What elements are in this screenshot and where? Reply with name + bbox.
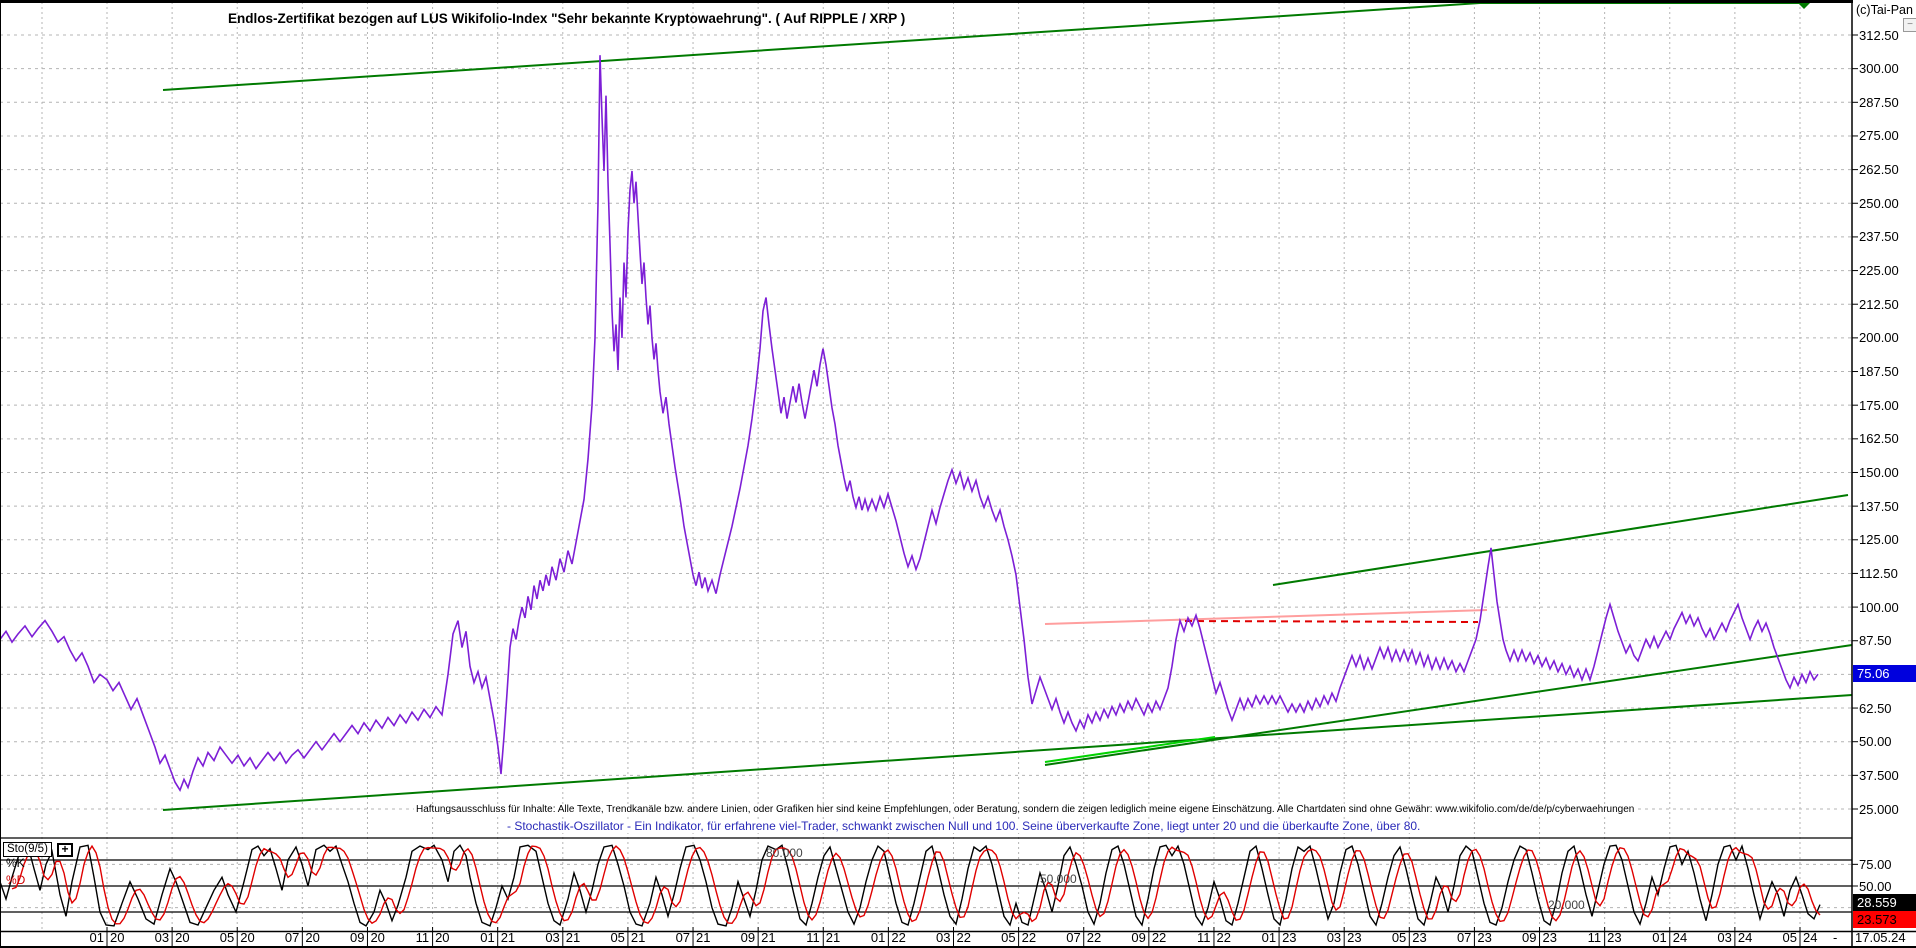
price-axis-label: 112.50	[1859, 565, 1898, 581]
percent-d-value: 23.573	[1857, 912, 1897, 927]
percent-k-value-badge: 28.559	[1853, 894, 1916, 911]
sto-zone-label-20: 20.000	[1548, 898, 1585, 912]
date-axis-label: 11 20	[415, 930, 450, 945]
date-axis-label: 09 21	[740, 930, 776, 945]
salmon-resistance	[1044, 609, 1488, 625]
percent-d-label: %D	[6, 873, 26, 887]
disclaimer-text: Haftungsausschluss für Inhalte: Alle Tex…	[414, 804, 1637, 815]
price-axis-label: 162.50	[1859, 431, 1899, 447]
percent-d-value-badge: 23.573	[1853, 911, 1916, 928]
date-axis-label: 11 23	[1587, 930, 1622, 945]
price-line	[0, 55, 1819, 793]
upper-channel-line	[162, 2, 1481, 91]
price-axis-label: 300.00	[1859, 61, 1899, 77]
date-axis-label: 05 22	[1001, 930, 1037, 945]
price-axis-label: 50.00	[1859, 734, 1892, 750]
date-axis-label: 07 22	[1066, 930, 1102, 945]
date-axis-label: 03 24	[1717, 930, 1753, 945]
date-axis-label: 11 21	[806, 930, 841, 945]
price-axis-label: 275.00	[1859, 128, 1899, 144]
price-axis-label: 312.50	[1859, 27, 1899, 43]
price-axis-label: 212.50	[1859, 296, 1899, 312]
date-axis-label: 05 24	[1782, 930, 1818, 945]
date-axis-label: 01 22	[870, 930, 906, 945]
date-axis-label: 05 20	[219, 930, 255, 945]
date-axis-label: 03 20	[154, 930, 190, 945]
date-axis-label: 09 22	[1131, 930, 1167, 945]
price-axis-label: 62.50	[1859, 700, 1892, 716]
date-axis-label: 01 21	[480, 930, 516, 945]
sto-zone-label-50: 50.000	[1040, 872, 1077, 886]
last-date-label: 17.05.24	[1855, 930, 1906, 945]
percent-k-label: %K	[6, 856, 25, 870]
copyright-label: (c)Tai-Pan	[1856, 3, 1913, 17]
stochastic-indicator-button[interactable]: Sto(9/5)	[3, 842, 52, 857]
price-axis-label: 250.00	[1859, 195, 1899, 211]
date-axis-label: 01 24	[1652, 930, 1688, 945]
date-axis-label: 03 23	[1326, 930, 1362, 945]
price-axis-label: 225.00	[1859, 263, 1899, 279]
date-axis-label: 09 20	[349, 930, 385, 945]
date-axis-label: 05 23	[1391, 930, 1427, 945]
price-axis-label: 237.50	[1859, 229, 1899, 245]
date-axis-separator: -	[1833, 930, 1838, 945]
price-axis-label: 25.000	[1859, 801, 1899, 817]
stochastic-d-line	[11, 844, 1821, 925]
sto-zone-label-80: 80.000	[766, 846, 803, 860]
minimize-icon[interactable]: −	[1903, 18, 1916, 32]
date-axis-label: 03 21	[545, 930, 581, 945]
price-axis-label: 262.50	[1859, 162, 1899, 178]
stochastic-description-text: - Stochastik-Oszillator - Ein Indikator,…	[505, 819, 1423, 833]
date-axis-label: 07 20	[284, 930, 320, 945]
date-axis-label: 07 23	[1456, 930, 1492, 945]
price-axis-label: 125.00	[1859, 532, 1899, 548]
price-axis-label: 175.00	[1859, 397, 1899, 413]
sto-axis-label: 50.00	[1859, 878, 1892, 894]
percent-k-value: 28.559	[1857, 895, 1897, 910]
price-axis-label: 137.50	[1859, 498, 1899, 514]
price-axis-label: 87.50	[1859, 633, 1892, 649]
price-axis-label: 187.50	[1859, 364, 1899, 380]
current-price-value: 75.06	[1857, 666, 1890, 682]
date-axis-label: 11 22	[1196, 930, 1231, 945]
price-axis-label: 37.500	[1859, 767, 1899, 783]
price-axis-label: 287.50	[1859, 94, 1899, 110]
support-line-2	[1044, 644, 1853, 766]
mid-trend-line	[1272, 494, 1849, 586]
stochastic-k-line	[0, 843, 1821, 927]
long-support-line	[162, 694, 1853, 811]
current-price-badge: 75.06	[1853, 665, 1916, 683]
bright-support-segment	[1044, 736, 1216, 763]
add-indicator-button[interactable]: +	[57, 843, 73, 857]
chart-title: Endlos-Zertifikat bezogen auf LUS Wikifo…	[228, 11, 906, 26]
date-axis-label: 01 23	[1261, 930, 1297, 945]
date-axis-label: 03 22	[936, 930, 971, 945]
price-axis-label: 150.00	[1859, 464, 1899, 480]
sto-axis-label: 75.00	[1859, 856, 1892, 872]
date-axis-label: 09 23	[1522, 930, 1557, 945]
price-axis-label: 100.00	[1859, 599, 1899, 615]
date-axis-label: 07 21	[675, 930, 711, 945]
red-dashed-resistance	[1184, 620, 1479, 623]
price-axis-label: 200.00	[1859, 330, 1899, 346]
date-axis-label: 01 20	[89, 930, 125, 945]
date-axis-label: 05 21	[610, 930, 646, 945]
